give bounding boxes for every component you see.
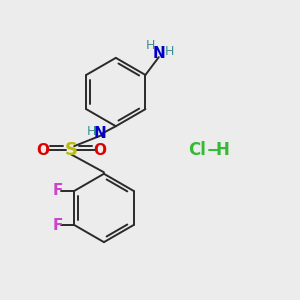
Text: S: S [65, 141, 78, 159]
Text: H: H [86, 125, 96, 138]
Text: F: F [53, 183, 63, 198]
Text: N: N [152, 46, 165, 61]
Text: H: H [164, 45, 174, 58]
Text: H: H [146, 39, 155, 52]
Text: F: F [53, 218, 63, 232]
Text: H: H [216, 141, 230, 159]
Text: O: O [37, 142, 50, 158]
Text: Cl: Cl [189, 141, 206, 159]
Text: N: N [94, 126, 106, 141]
Text: O: O [93, 142, 106, 158]
